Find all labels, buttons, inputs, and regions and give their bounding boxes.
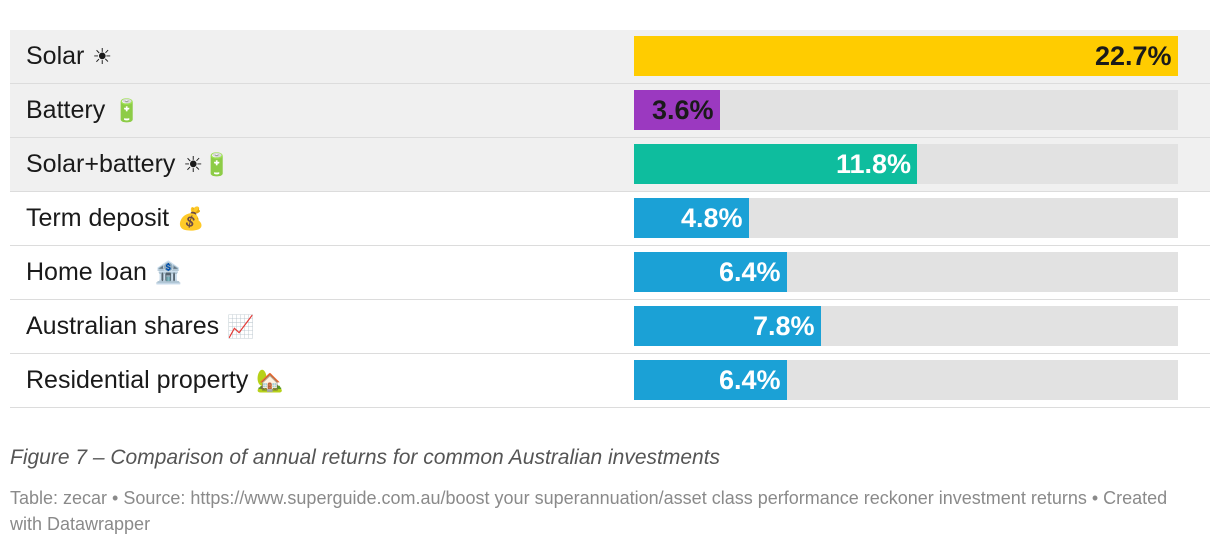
- table-row: Battery 🔋 3.6%: [10, 84, 1210, 138]
- bar-track: 22.7%: [634, 36, 1178, 76]
- category-label: Australian shares: [26, 312, 220, 340]
- category-icon: ☀🔋: [183, 153, 231, 178]
- table-row: Term deposit 💰 4.8%: [10, 192, 1210, 246]
- table-row: Home loan 🏦 6.4%: [10, 246, 1210, 300]
- row-label: Australian shares 📈: [26, 300, 255, 353]
- table-row: Solar+battery ☀🔋 11.8%: [10, 138, 1210, 192]
- category-label: Term deposit: [26, 204, 170, 232]
- category-icon: 💰: [177, 207, 205, 232]
- row-label: Solar+battery ☀🔋: [26, 138, 231, 191]
- value-label: 6.4%: [719, 257, 781, 287]
- category-icon: 🏡: [256, 369, 284, 394]
- category-label: Home loan: [26, 258, 147, 286]
- value-label: 6.4%: [719, 365, 781, 395]
- bar: [634, 36, 1178, 76]
- bar-track: 6.4%: [634, 252, 1178, 292]
- row-label: Battery 🔋: [26, 84, 141, 137]
- row-label: Solar ☀: [26, 30, 112, 83]
- value-label: 11.8%: [836, 149, 912, 179]
- bar: [634, 252, 787, 292]
- table-row: Residential property 🏡 6.4%: [10, 354, 1210, 408]
- category-icon: ☀: [92, 45, 113, 70]
- row-label: Home loan 🏦: [26, 246, 182, 299]
- row-label: Residential property 🏡: [26, 354, 284, 407]
- category-icon: 📈: [227, 315, 255, 340]
- bar-track: 3.6%: [634, 90, 1178, 130]
- category-label: Solar: [26, 42, 85, 70]
- returns-table: Solar ☀ 22.7% Battery 🔋 3.6% Solar+battery ☀🔋 11…: [10, 30, 1210, 408]
- bar: [634, 144, 917, 184]
- bar: [634, 306, 821, 346]
- table-row: Australian shares 📈 7.8%: [10, 300, 1210, 354]
- table-row: Solar ☀ 22.7%: [10, 30, 1210, 84]
- category-label: Battery: [26, 96, 106, 124]
- bar-track: 4.8%: [634, 198, 1178, 238]
- category-icon: 🏦: [154, 261, 183, 286]
- value-label: 4.8%: [681, 203, 743, 233]
- bar-track: 11.8%: [634, 144, 1178, 184]
- value-label: 22.7%: [1095, 41, 1172, 71]
- category-icon: 🔋: [113, 99, 141, 124]
- row-label: Term deposit 💰: [26, 192, 205, 245]
- value-label: 7.8%: [753, 311, 815, 341]
- bar-track: 7.8%: [634, 306, 1178, 346]
- bar: [634, 90, 720, 130]
- bar-track: 6.4%: [634, 360, 1178, 400]
- source-notes: Table: zecar • Source: https://www.super…: [10, 488, 1168, 534]
- category-label: Residential property: [26, 366, 249, 394]
- value-label: 3.6%: [652, 95, 714, 125]
- figure-caption: Figure 7 – Comparison of annual returns …: [10, 446, 721, 469]
- bar: [634, 198, 749, 238]
- category-label: Solar+battery: [26, 150, 176, 178]
- bar: [634, 360, 787, 400]
